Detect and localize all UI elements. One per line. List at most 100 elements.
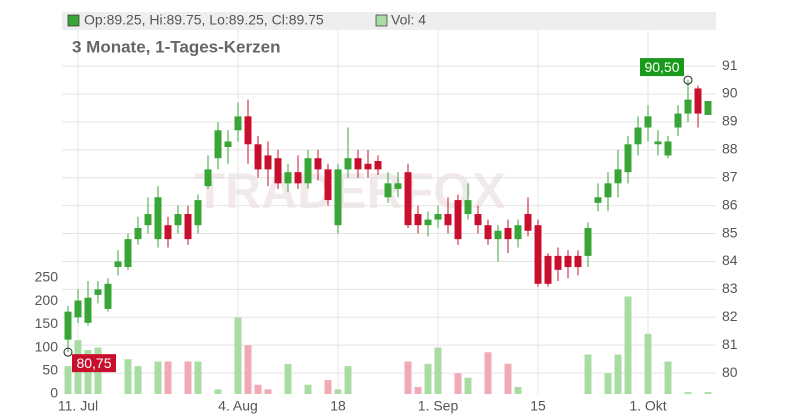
candle-body [344,158,352,170]
candle-body [264,155,272,170]
y-tick-label: 81 [722,336,738,352]
y-tick-label: 82 [722,308,738,324]
volume-bar [254,384,262,394]
annotation-label: 80,75 [76,355,111,371]
candle-body [444,214,452,226]
y-tick-label: 87 [722,168,738,184]
x-tick-label: 15 [530,398,546,414]
candle-body [394,183,402,189]
candle-body [604,183,612,198]
volume-bar [64,366,72,394]
candle-body [164,225,172,240]
candle-body [234,116,242,131]
volume-bar [334,389,342,394]
annotation-marker [63,347,73,357]
y-tick-label: 90 [722,85,738,101]
volume-bar [344,366,352,394]
annotation-box [72,354,116,373]
candle-body [124,239,132,268]
candle-body [94,289,102,295]
candle-body [144,214,152,226]
candle-body [614,169,622,184]
candle-body [294,172,302,184]
candle-body [154,197,162,240]
candle-body [174,214,182,226]
volume-bar [684,392,692,394]
candle-body [484,225,492,240]
volume-bar [464,377,472,394]
candle-body [674,113,682,128]
candle-body [274,158,282,184]
candle-body [84,297,92,323]
volume-bar [134,366,142,394]
candle-body [334,169,342,226]
watermark: TRADERFOX [194,163,505,219]
y2-tick-label: 150 [35,315,59,331]
y-tick-label: 91 [722,57,738,73]
volume-bar [244,345,252,394]
candle-body [284,172,292,184]
candle-body [624,144,632,173]
volume-label: Vol: 4 [391,12,426,28]
candle-body [204,169,212,187]
y-tick-label: 89 [722,113,738,129]
candle-body [194,200,202,226]
candle-body [694,88,702,114]
y-tick-label: 88 [722,141,738,157]
annotation-marker [683,75,693,85]
volume-bar [184,361,192,394]
y-tick-label: 86 [722,196,738,212]
candle-body [684,99,692,114]
volume-bar [324,380,332,394]
candle-body [534,225,542,284]
y-tick-label: 84 [722,252,738,268]
x-tick-label: 11. Jul [58,398,98,414]
x-tick-label: 1. Sep [418,398,459,414]
volume-bar [604,373,612,394]
volume-bar [514,387,522,394]
candle-body [374,161,382,170]
volume-bar [194,361,202,394]
candle-body [664,141,672,156]
volume-bar [584,354,592,394]
volume-bar [214,389,222,394]
candle-body [214,130,222,159]
x-tick-label: 4. Aug [218,398,258,414]
candle-body [594,197,602,203]
candle-body [564,255,572,268]
candle-body [464,200,472,215]
y-tick-label: 85 [722,224,738,240]
volume-bar [704,392,712,394]
volume-bar [154,361,162,394]
candle-body [324,169,332,201]
legend-swatch [375,14,388,27]
volume-bar [644,333,652,394]
candle-body [364,163,372,170]
candle-body [184,214,192,240]
candle-body [354,158,362,170]
candle-body [114,261,122,268]
candle-body [384,183,392,198]
candle-body [544,255,552,284]
volume-bar [264,389,272,394]
y2-tick-label: 100 [35,338,59,354]
volume-bar [454,373,462,394]
candle-body [254,144,262,170]
header-bar [62,12,716,30]
candle-body [424,219,432,226]
x-tick-label: 1. Okt [629,398,666,414]
candle-body [454,200,462,240]
volume-bar [164,361,172,394]
candle-body [504,227,512,240]
candle-body [434,214,442,220]
candle-body [224,141,232,148]
volume-bar [404,361,412,394]
candle-body [474,214,482,226]
volume-bar [424,363,432,394]
chart-subtitle: 3 Monate, 1-Tages-Kerzen [72,37,280,56]
volume-bar [504,363,512,394]
volume-bar [484,352,492,394]
candle-body [494,230,502,240]
candle-body [304,158,312,184]
candle-body [644,116,652,128]
